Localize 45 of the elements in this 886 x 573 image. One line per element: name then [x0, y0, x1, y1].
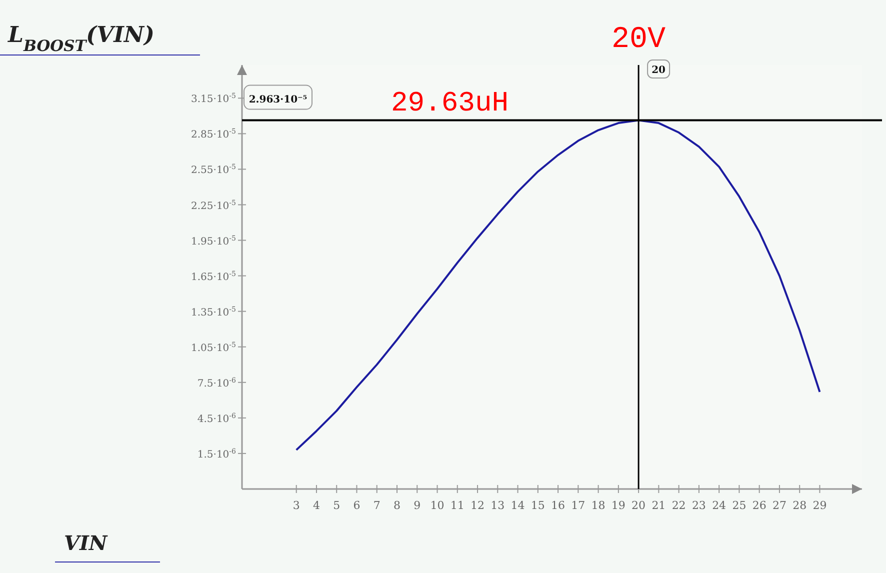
x-tick-label: 28 — [792, 499, 807, 512]
x-axis-title: VIN — [64, 531, 108, 555]
x-tick-label: 20 — [632, 499, 646, 512]
x-tick-label: 11 — [450, 499, 464, 512]
x-tick-label: 16 — [551, 499, 566, 512]
x-tick-label: 15 — [530, 499, 545, 512]
x-tick-label: 13 — [490, 499, 505, 512]
annotation: 20V — [612, 23, 666, 57]
x-tick-label: 9 — [414, 499, 421, 512]
y-tick-label: 1.95·10$^{-5}$ — [191, 234, 236, 248]
y-tick-label: 1.65·10$^{-5}$ — [191, 270, 236, 283]
x-tick-label: 24 — [712, 499, 726, 512]
x-tick-label: 6 — [353, 499, 360, 512]
x-tick-label: 26 — [752, 499, 766, 512]
x-tick-label: 8 — [394, 499, 400, 512]
ref-line-label: 20 — [652, 65, 666, 76]
y-tick-label: 2.25·10$^{-5}$ — [191, 198, 236, 212]
x-tick-label: 23 — [692, 499, 706, 512]
line-series — [295, 119, 821, 451]
y-tick-label: 2.85·10$^{-5}$ — [191, 128, 236, 141]
x-tick-label: 19 — [611, 499, 626, 512]
x-tick-label: 14 — [510, 499, 525, 512]
x-tick-label: 7 — [373, 499, 380, 512]
y-tick-label: 1.5·10$^{-6}$ — [197, 447, 237, 460]
y-tick-label: 4.5·10$^{-6}$ — [197, 412, 237, 425]
x-tick-label: 22 — [672, 499, 686, 512]
x-tick-label: 10 — [430, 499, 444, 512]
x-tick-label: 3 — [292, 499, 300, 512]
x-tick-label: 29 — [812, 499, 827, 512]
y-tick-label: 1.05·10$^{-5}$ — [191, 340, 236, 354]
x-tick-label: 21 — [652, 499, 666, 512]
x-tick-label: 27 — [772, 499, 786, 512]
y-tick-label: 2.55·10$^{-5}$ — [191, 163, 236, 176]
x-tick-label: 12 — [470, 499, 485, 512]
y-axis-title: L$_{BOOST}$(VIN) — [7, 22, 154, 55]
y-tick-label: 1.35·10$^{-5}$ — [191, 305, 236, 318]
y-tick-label: 7.5·10$^{-6}$ — [197, 376, 237, 390]
x-tick-label: 18 — [591, 499, 606, 512]
y-tick-label: 3.15·10$^{-5}$ — [191, 92, 236, 106]
ref-line-label: 2.963·10⁻⁵ — [248, 94, 308, 106]
x-tick-label: 4 — [312, 499, 320, 512]
x-tick-label: 25 — [732, 499, 746, 512]
x-tick-label: 5 — [333, 499, 340, 512]
annotation: 29.63uH — [390, 88, 509, 120]
x-tick-label: 17 — [571, 499, 586, 512]
